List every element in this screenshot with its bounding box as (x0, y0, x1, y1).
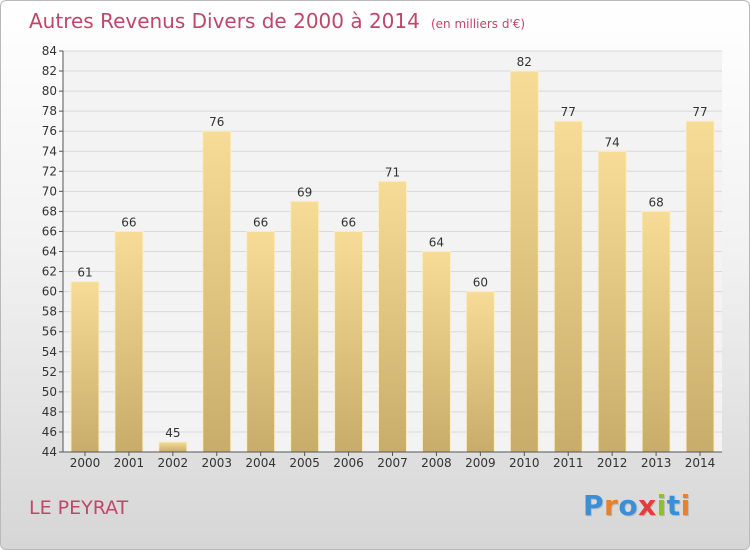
bar-2007[interactable] (378, 180, 407, 453)
y-tick-label: 58 (42, 305, 57, 319)
commune-name: LE PEYRAT (29, 497, 129, 519)
proxiti-logo[interactable]: Proxiti (583, 489, 691, 522)
bar-2002[interactable] (158, 441, 188, 453)
logo-letter: i (656, 489, 667, 522)
y-tick-label: 84 (42, 44, 57, 58)
data-label-2011: 77 (561, 105, 576, 119)
y-tick-label: 50 (42, 385, 57, 399)
data-label-2003: 76 (209, 115, 224, 129)
logo-letter: x (638, 489, 657, 522)
x-tick-label-2013: 2013 (641, 456, 672, 470)
x-tick-label-2004: 2004 (245, 456, 276, 470)
y-tick-label: 54 (42, 345, 57, 359)
x-tick-label-2005: 2005 (289, 456, 320, 470)
y-tick-label: 44 (42, 445, 57, 459)
data-label-2012: 74 (605, 135, 620, 149)
data-label-2014: 77 (692, 105, 707, 119)
bar-2003[interactable] (202, 130, 232, 453)
data-label-2009: 60 (473, 276, 488, 290)
bar-layer (70, 70, 715, 453)
x-tick-label-2008: 2008 (421, 456, 452, 470)
bar-2011[interactable] (553, 120, 583, 453)
y-tick-label: 52 (42, 365, 57, 379)
y-tick-label: 56 (42, 325, 57, 339)
title-row: Autres Revenus Divers de 2000 à 2014 (en… (29, 9, 525, 33)
y-tick-label: 72 (42, 164, 57, 178)
bar-2010[interactable] (509, 70, 539, 453)
y-tick-label: 66 (42, 224, 57, 238)
x-tick-label-2002: 2002 (158, 456, 189, 470)
bar-2004[interactable] (246, 230, 276, 453)
y-tick-label: 64 (42, 245, 57, 259)
x-tick-label-2011: 2011 (553, 456, 584, 470)
y-tick-label: 48 (42, 405, 57, 419)
data-label-2008: 64 (429, 236, 444, 250)
y-tick-label: 46 (42, 425, 57, 439)
data-label-2013: 68 (648, 195, 663, 209)
logo-letter: o (618, 489, 639, 522)
x-tick-label-2001: 2001 (114, 456, 145, 470)
y-tick-label: 78 (42, 104, 57, 118)
y-tick-label: 80 (42, 84, 57, 98)
x-tick-label-2006: 2006 (333, 456, 364, 470)
y-tick-label: 70 (42, 184, 57, 198)
x-tick-label-2007: 2007 (377, 456, 408, 470)
y-tick-label: 82 (42, 64, 57, 78)
bar-2012[interactable] (597, 150, 627, 453)
x-tick-label-2010: 2010 (509, 456, 540, 470)
x-tick-label-2012: 2012 (597, 456, 628, 470)
y-tick-label: 76 (42, 124, 57, 138)
x-tick-label-2000: 2000 (70, 456, 101, 470)
bar-2000[interactable] (70, 281, 100, 453)
data-label-2000: 61 (77, 266, 92, 280)
x-tick-label-2009: 2009 (465, 456, 496, 470)
data-label-2005: 69 (297, 185, 312, 199)
x-tick-label-2003: 2003 (201, 456, 232, 470)
y-tick-label: 60 (42, 285, 57, 299)
y-tick-label: 74 (42, 144, 57, 158)
data-label-2001: 66 (121, 215, 136, 229)
data-label-2004: 66 (253, 215, 268, 229)
bar-2006[interactable] (334, 230, 364, 453)
bar-2014[interactable] (685, 120, 715, 453)
x-tick-label-2014: 2014 (685, 456, 716, 470)
data-label-2010: 82 (517, 55, 532, 69)
logo-letter: P (583, 489, 605, 522)
chart-title: Autres Revenus Divers de 2000 à 2014 (29, 9, 420, 33)
data-label-2002: 45 (165, 426, 180, 440)
data-label-2006: 66 (341, 215, 356, 229)
y-tick-label: 62 (42, 265, 57, 279)
logo-letter: t (666, 489, 681, 522)
bar-2013[interactable] (641, 210, 671, 453)
bar-2009[interactable] (465, 291, 495, 453)
logo-letter: i (680, 489, 691, 522)
chart-subtitle: (en milliers d'€) (430, 17, 526, 31)
y-tick-label: 68 (42, 204, 57, 218)
bar-2008[interactable] (421, 251, 451, 453)
data-label-2007: 71 (385, 165, 400, 179)
bar-2001[interactable] (114, 230, 144, 453)
bar-2005[interactable] (290, 200, 320, 453)
label-layer: 44 46 48 50 52 54 56 58 60 62 64 66 68 70 72 74 76 78 80 82… (42, 44, 716, 470)
logo-letter: r (604, 489, 619, 522)
